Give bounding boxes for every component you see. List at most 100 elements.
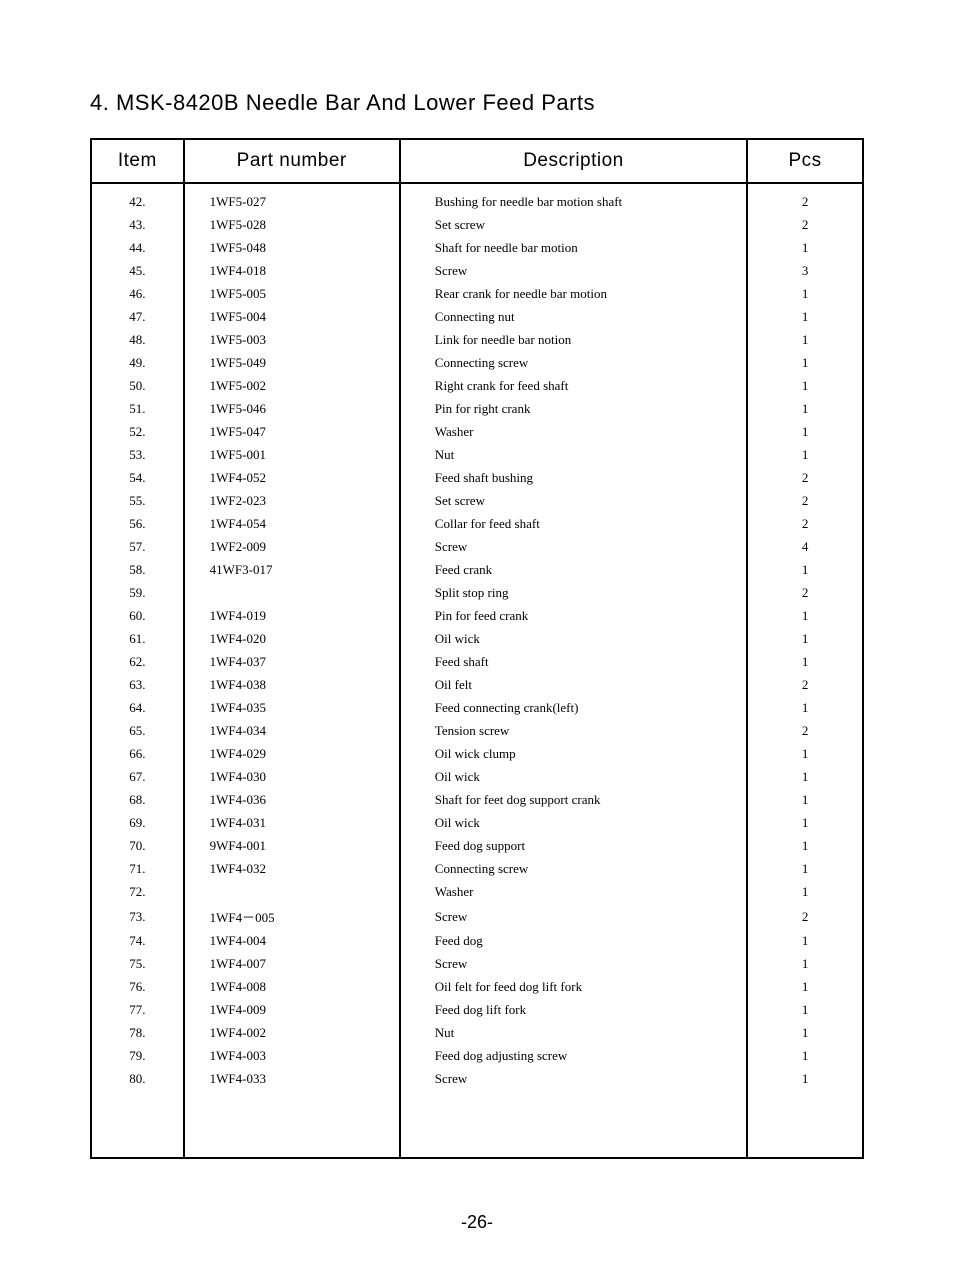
cell-item: 42. bbox=[91, 183, 184, 214]
cell-pcs: 2 bbox=[747, 467, 863, 490]
cell-pcs: 1 bbox=[747, 858, 863, 881]
cell-item: 68. bbox=[91, 789, 184, 812]
cell-item: 48. bbox=[91, 329, 184, 352]
table-row: 50.1WF5-002Right crank for feed shaft1 bbox=[91, 375, 863, 398]
cell-pcs: 2 bbox=[747, 490, 863, 513]
cell-desc: Oil felt for feed dog lift fork bbox=[400, 976, 747, 999]
cell-pcs: 1 bbox=[747, 444, 863, 467]
table-row: 54.1WF4-052Feed shaft bushing2 bbox=[91, 467, 863, 490]
cell-item: 65. bbox=[91, 720, 184, 743]
cell-item: 69. bbox=[91, 812, 184, 835]
cell-item: 55. bbox=[91, 490, 184, 513]
cell-item: 74. bbox=[91, 930, 184, 953]
table-row: 55.1WF2-023Set screw2 bbox=[91, 490, 863, 513]
cell-desc: Connecting screw bbox=[400, 858, 747, 881]
cell-item: 45. bbox=[91, 260, 184, 283]
cell-desc: Split stop ring bbox=[400, 582, 747, 605]
cell-item: 52. bbox=[91, 421, 184, 444]
cell-item: 56. bbox=[91, 513, 184, 536]
table-row: 76.1WF4-008Oil felt for feed dog lift fo… bbox=[91, 976, 863, 999]
page-number: -26- bbox=[0, 1212, 954, 1233]
header-part: Part number bbox=[184, 139, 400, 183]
table-row: 60.1WF4-019Pin for feed crank1 bbox=[91, 605, 863, 628]
cell-desc: Feed shaft bbox=[400, 651, 747, 674]
cell-item: 72. bbox=[91, 881, 184, 904]
cell-pcs: 1 bbox=[747, 999, 863, 1022]
cell-pcs: 1 bbox=[747, 283, 863, 306]
cell-desc: Screw bbox=[400, 953, 747, 976]
cell-pcs: 1 bbox=[747, 930, 863, 953]
cell-pcs: 2 bbox=[747, 720, 863, 743]
cell-pcs: 1 bbox=[747, 375, 863, 398]
table-row: 80.1WF4-033Screw1 bbox=[91, 1068, 863, 1159]
table-row: 56.1WF4-054Collar for feed shaft2 bbox=[91, 513, 863, 536]
cell-item: 58. bbox=[91, 559, 184, 582]
cell-part: 1WF4-018 bbox=[184, 260, 400, 283]
cell-part: 1WF4-003 bbox=[184, 1045, 400, 1068]
cell-desc: Feed connecting crank(left) bbox=[400, 697, 747, 720]
cell-part: 1WF4-052 bbox=[184, 467, 400, 490]
cell-part: 1WF4-019 bbox=[184, 605, 400, 628]
cell-item: 57. bbox=[91, 536, 184, 559]
cell-desc: Shaft for feet dog support crank bbox=[400, 789, 747, 812]
table-row: 52.1WF5-047Washer1 bbox=[91, 421, 863, 444]
table-row: 62.1WF4-037Feed shaft1 bbox=[91, 651, 863, 674]
cell-part: 1WF5-004 bbox=[184, 306, 400, 329]
table-row: 59.Split stop ring2 bbox=[91, 582, 863, 605]
cell-item: 54. bbox=[91, 467, 184, 490]
cell-item: 63. bbox=[91, 674, 184, 697]
cell-pcs: 1 bbox=[747, 789, 863, 812]
cell-part: 1WF4-020 bbox=[184, 628, 400, 651]
table-row: 51.1WF5-046Pin for right crank1 bbox=[91, 398, 863, 421]
cell-desc: Pin for right crank bbox=[400, 398, 747, 421]
cell-item: 60. bbox=[91, 605, 184, 628]
table-row: 58.41WF3-017Feed crank1 bbox=[91, 559, 863, 582]
cell-part: 1WF4-007 bbox=[184, 953, 400, 976]
cell-item: 53. bbox=[91, 444, 184, 467]
cell-part: 1WF4-033 bbox=[184, 1068, 400, 1159]
cell-part: 1WF4-037 bbox=[184, 651, 400, 674]
cell-part: 1WF5-048 bbox=[184, 237, 400, 260]
cell-desc: Tension screw bbox=[400, 720, 747, 743]
cell-pcs: 1 bbox=[747, 743, 863, 766]
cell-desc: Oil wick bbox=[400, 628, 747, 651]
cell-desc: Nut bbox=[400, 1022, 747, 1045]
cell-pcs: 1 bbox=[747, 605, 863, 628]
cell-part: 1WF2-023 bbox=[184, 490, 400, 513]
cell-item: 46. bbox=[91, 283, 184, 306]
cell-desc: Pin for feed crank bbox=[400, 605, 747, 628]
table-row: 79.1WF4-003Feed dog adjusting screw1 bbox=[91, 1045, 863, 1068]
cell-pcs: 1 bbox=[747, 881, 863, 904]
header-desc: Description bbox=[400, 139, 747, 183]
cell-pcs: 1 bbox=[747, 398, 863, 421]
cell-item: 67. bbox=[91, 766, 184, 789]
cell-part: 1WF5-047 bbox=[184, 421, 400, 444]
cell-item: 50. bbox=[91, 375, 184, 398]
cell-desc: Feed dog adjusting screw bbox=[400, 1045, 747, 1068]
cell-pcs: 1 bbox=[747, 306, 863, 329]
cell-item: 76. bbox=[91, 976, 184, 999]
table-row: 71.1WF4-032Connecting screw1 bbox=[91, 858, 863, 881]
table-body: 42.1WF5-027Bushing for needle bar motion… bbox=[91, 183, 863, 1158]
cell-part: 1WF5-002 bbox=[184, 375, 400, 398]
cell-part: 1WF4-032 bbox=[184, 858, 400, 881]
table-row: 44.1WF5-048Shaft for needle bar motion1 bbox=[91, 237, 863, 260]
cell-desc: Oil felt bbox=[400, 674, 747, 697]
cell-pcs: 2 bbox=[747, 582, 863, 605]
cell-pcs: 1 bbox=[747, 329, 863, 352]
table-row: 64.1WF4-035Feed connecting crank(left)1 bbox=[91, 697, 863, 720]
cell-pcs: 1 bbox=[747, 559, 863, 582]
cell-desc: Washer bbox=[400, 421, 747, 444]
cell-item: 78. bbox=[91, 1022, 184, 1045]
table-row: 45.1WF4-018Screw3 bbox=[91, 260, 863, 283]
cell-desc: Feed dog bbox=[400, 930, 747, 953]
cell-desc: Bushing for needle bar motion shaft bbox=[400, 183, 747, 214]
cell-pcs: 2 bbox=[747, 904, 863, 930]
cell-pcs: 2 bbox=[747, 183, 863, 214]
cell-item: 70. bbox=[91, 835, 184, 858]
table-row: 42.1WF5-027Bushing for needle bar motion… bbox=[91, 183, 863, 214]
cell-desc: Feed dog lift fork bbox=[400, 999, 747, 1022]
cell-part: 1WF5-028 bbox=[184, 214, 400, 237]
cell-pcs: 2 bbox=[747, 513, 863, 536]
table-row: 74.1WF4-004Feed dog1 bbox=[91, 930, 863, 953]
